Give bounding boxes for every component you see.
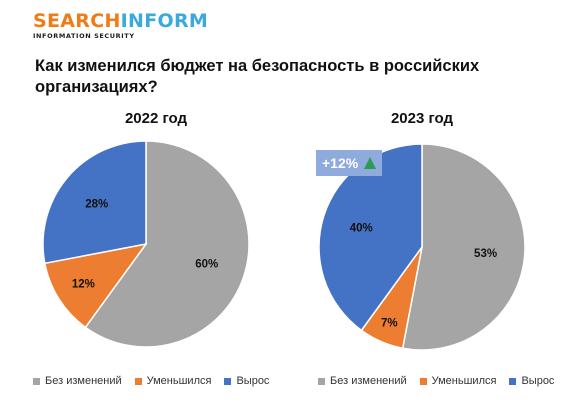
legend-item-unchanged: Без изменений xyxy=(33,375,122,387)
brand-logo: SEARCHINFORM INFORMATION SECURITY xyxy=(33,10,208,40)
callout-text: +12% xyxy=(322,155,359,171)
slice-2023-unchanged xyxy=(401,143,526,351)
legend-swatch xyxy=(33,377,40,385)
legend-label: Вырос xyxy=(521,375,555,387)
legend-item-increased: Вырос xyxy=(509,375,554,387)
legend-label: Без изменений xyxy=(45,375,122,387)
slice-2022-decreased xyxy=(43,242,148,329)
legend-2023: Без изменений Уменьшился Вырос xyxy=(318,375,554,387)
legend-label: Без изменений xyxy=(330,375,407,387)
legend-2022: Без изменений Уменьшился Вырос xyxy=(33,375,269,387)
legend-item-unchanged: Без изменений xyxy=(318,375,407,387)
legend-swatch xyxy=(134,377,142,385)
legend-label: Уменьшился xyxy=(146,375,212,387)
label-2022-decreased: 12% xyxy=(72,279,95,291)
label-2022-unchanged: 60% xyxy=(195,259,218,271)
slice-2022-increased xyxy=(42,140,147,265)
logo-part2: INFORM xyxy=(120,10,209,32)
legend-label: Вырос xyxy=(236,375,270,387)
legend-item-increased: Вырос xyxy=(224,375,269,387)
label-2023-increased: 40% xyxy=(350,222,373,234)
legend-swatch xyxy=(509,377,517,385)
legend-swatch xyxy=(224,377,232,385)
triangle-up-icon xyxy=(364,157,376,169)
legend-label: Уменьшился xyxy=(431,375,497,387)
slice-2023-increased xyxy=(318,143,423,332)
legend-swatch xyxy=(318,377,325,385)
page-title: Как изменился бюджет на безопасность в р… xyxy=(35,57,480,96)
pie-2022: 60% 12% 28% xyxy=(42,140,250,348)
legend-item-decreased: Уменьшился xyxy=(134,375,212,387)
logo-wordmark: SEARCHINFORM xyxy=(33,10,208,32)
logo-part1: SEARCH xyxy=(33,10,121,32)
label-2022-increased: 28% xyxy=(85,198,108,210)
pie-2023: 53% 7% 40% xyxy=(318,143,526,351)
chart-title-2023: 2023 год xyxy=(390,110,454,127)
legend-item-decreased: Уменьшился xyxy=(419,375,497,387)
chart-title-2022: 2022 год xyxy=(124,110,188,127)
callout-increase: +12% xyxy=(316,150,382,176)
slice-2022-unchanged xyxy=(84,140,250,348)
logo-tagline: INFORMATION SECURITY xyxy=(33,32,135,40)
label-2023-decreased: 7% xyxy=(381,318,398,330)
legend-swatch xyxy=(419,377,427,385)
label-2023-unchanged: 53% xyxy=(474,248,497,260)
